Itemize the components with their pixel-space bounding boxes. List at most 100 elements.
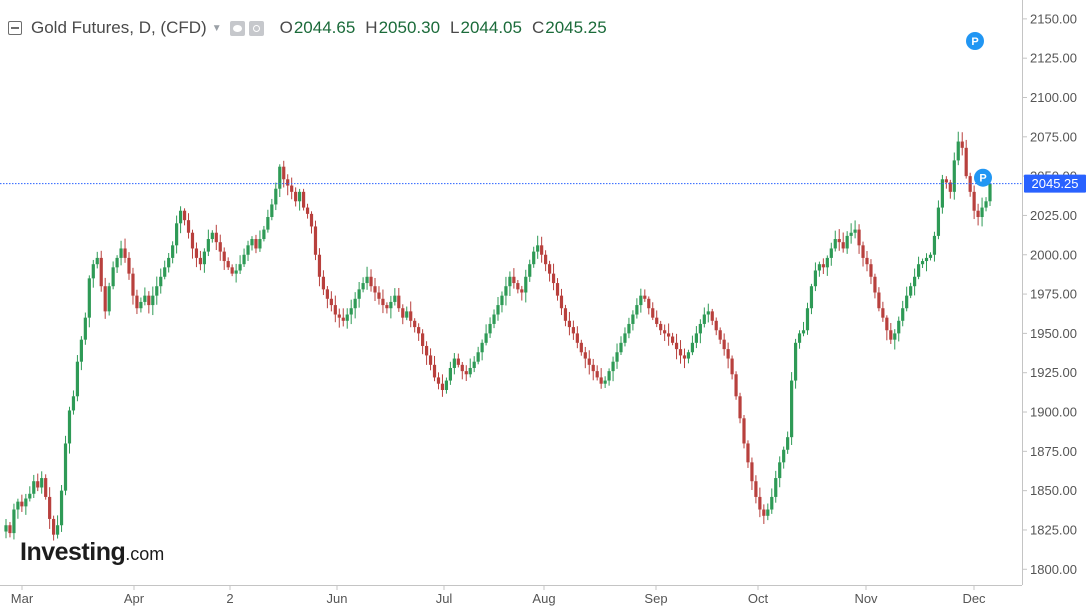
last-price-label: 2045.25 xyxy=(1032,176,1079,191)
candle-body xyxy=(698,323,702,334)
x-tick-label: Aug xyxy=(532,591,555,606)
chart-header: Gold Futures, D, (CFD) ▼ O2044.65 H2050.… xyxy=(8,14,607,42)
marker-p-label: P xyxy=(971,36,978,48)
candle-body xyxy=(182,210,187,221)
candle-body xyxy=(242,254,246,265)
candle-body xyxy=(702,314,706,324)
collapse-icon[interactable] xyxy=(8,21,22,35)
candle-body xyxy=(226,261,230,268)
candle-body xyxy=(905,295,909,309)
candle-body xyxy=(397,295,401,309)
candle-body xyxy=(730,358,734,375)
candle-body xyxy=(428,355,433,365)
candle-body xyxy=(147,295,151,306)
candle-body xyxy=(678,349,683,356)
candle-body xyxy=(95,257,99,265)
candle-body xyxy=(488,323,492,334)
candle-body xyxy=(559,295,564,309)
y-tick-label: 2125.00 xyxy=(1030,51,1077,66)
candle-body xyxy=(913,276,917,287)
candle-body xyxy=(611,361,615,372)
candle-body xyxy=(337,314,341,318)
candle-body xyxy=(563,308,568,321)
candle-body xyxy=(262,229,266,240)
candle-body xyxy=(932,235,937,255)
candle-body xyxy=(151,295,155,306)
candle-body xyxy=(607,371,611,381)
candle-body xyxy=(639,295,643,306)
marker-p-top[interactable]: P xyxy=(966,32,984,50)
candle-body xyxy=(12,509,16,534)
candle-body xyxy=(797,333,802,343)
candle-body xyxy=(143,295,147,302)
low-value: L2044.05 xyxy=(450,18,522,37)
candle-body xyxy=(682,355,687,359)
candle-body xyxy=(353,298,357,309)
candle-body xyxy=(837,239,841,243)
candle-body xyxy=(373,286,377,293)
candle-body xyxy=(829,248,833,258)
candle-body xyxy=(670,336,675,343)
candle-body xyxy=(897,320,901,334)
marker-p-bottom[interactable]: P xyxy=(974,168,992,187)
candle-body xyxy=(309,213,314,227)
candle-body xyxy=(440,383,445,390)
x-tick-label: Dec xyxy=(962,591,986,606)
candle-body xyxy=(667,333,671,337)
instrument-title[interactable]: Gold Futures, D, (CFD) xyxy=(31,18,207,37)
y-tick-label: 1950.00 xyxy=(1030,326,1077,341)
candle-body xyxy=(250,239,254,246)
candle-body xyxy=(246,245,250,255)
candle-body xyxy=(603,380,607,384)
candle-body xyxy=(631,314,635,324)
candle-body xyxy=(341,317,345,321)
candle-body xyxy=(500,295,504,306)
candle-body xyxy=(115,257,119,268)
candle-body xyxy=(956,141,960,161)
candle-body xyxy=(770,496,774,510)
candle-body xyxy=(821,264,825,268)
candle-body xyxy=(67,410,72,444)
candle-body xyxy=(484,333,488,343)
candle-body xyxy=(234,270,238,274)
candle-body xyxy=(329,298,333,306)
candle-body xyxy=(845,235,849,249)
candle-body xyxy=(87,278,91,318)
candle-body xyxy=(980,207,984,218)
candle-body xyxy=(920,261,925,265)
candle-body xyxy=(647,298,651,309)
candle-body xyxy=(674,342,679,350)
candle-body xyxy=(417,327,421,334)
candle-body xyxy=(813,270,818,287)
chevron-down-icon[interactable]: ▼ xyxy=(211,22,222,34)
candle-body xyxy=(762,509,766,516)
candle-body xyxy=(766,509,770,516)
candle-body xyxy=(385,305,389,309)
candle-body xyxy=(432,364,437,378)
gear-icon[interactable] xyxy=(248,20,264,36)
candle-body xyxy=(512,276,516,284)
candle-body xyxy=(750,462,754,482)
candle-body xyxy=(131,273,135,296)
candle-body xyxy=(849,232,853,236)
candle-body xyxy=(107,286,111,312)
candle-body xyxy=(468,367,472,375)
candle-body xyxy=(448,367,452,381)
candle-body xyxy=(690,342,695,353)
candle-body xyxy=(694,333,698,343)
candle-body xyxy=(758,496,762,510)
candle-body xyxy=(540,245,544,255)
y-tick-label: 1975.00 xyxy=(1030,287,1077,302)
candle-body xyxy=(321,276,326,290)
candle-body xyxy=(460,364,464,372)
candle-body xyxy=(424,345,429,356)
last-price-badge: 2045.25 xyxy=(1024,174,1086,193)
candle-body xyxy=(873,276,877,293)
candle-body xyxy=(361,283,365,290)
candle-body xyxy=(984,201,988,208)
candle-body xyxy=(28,493,32,499)
candle-body xyxy=(722,339,726,350)
candle-body xyxy=(198,257,203,265)
eye-icon[interactable] xyxy=(229,20,245,36)
